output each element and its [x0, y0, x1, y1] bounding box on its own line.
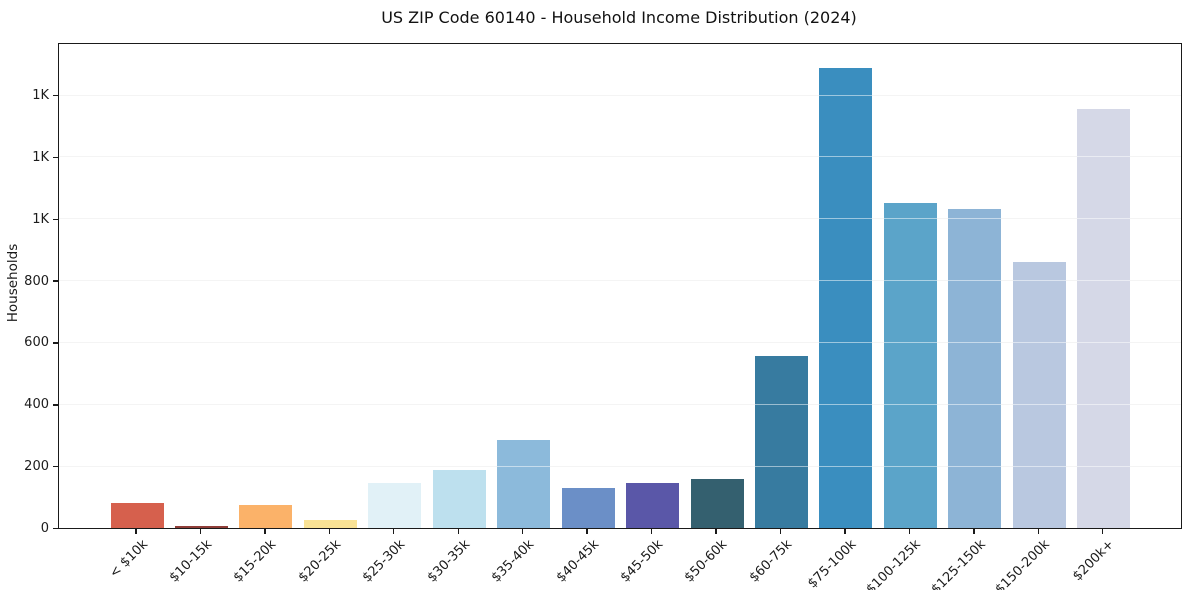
y-tick-mark — [53, 466, 58, 468]
plot-area — [58, 43, 1182, 529]
x-tick-label: $50-60k — [682, 537, 731, 586]
x-tick-mark — [328, 528, 331, 534]
bar — [948, 208, 1002, 528]
gridline — [59, 156, 1181, 158]
y-tick-label: 800 — [24, 273, 49, 289]
y-tick-mark — [53, 94, 58, 97]
x-tick-label: $100-125k — [863, 537, 925, 590]
bar — [690, 479, 744, 528]
bar — [368, 483, 422, 528]
x-tick-mark — [715, 528, 717, 534]
y-tick-label: 0 — [40, 521, 49, 536]
bar — [110, 502, 164, 528]
y-tick-mark — [53, 280, 58, 282]
x-tick-mark — [522, 528, 524, 534]
x-tick-mark — [779, 528, 782, 534]
x-tick-label: $30-35k — [424, 537, 473, 586]
x-tick-label: $10-15k — [166, 537, 216, 586]
gridline — [59, 465, 1181, 467]
y-tick-label: 400 — [24, 397, 49, 413]
gridline — [59, 403, 1181, 405]
y-tick-mark — [53, 404, 58, 406]
y-tick-mark — [53, 342, 58, 344]
bar — [1012, 262, 1066, 528]
chart-title: US ZIP Code 60140 - Household Income Dis… — [381, 8, 857, 27]
bar — [626, 483, 680, 528]
x-tick-mark — [264, 528, 266, 534]
y-tick-mark — [53, 218, 58, 221]
x-tick-mark — [973, 528, 975, 534]
gridline — [59, 341, 1181, 343]
x-tick-label: $35-40k — [488, 537, 538, 586]
y-tick-mark — [53, 527, 58, 530]
x-tick-label: $125-150k — [928, 537, 989, 590]
x-tick-mark — [457, 528, 459, 534]
bar — [819, 67, 873, 528]
y-tick-label: 200 — [24, 459, 49, 475]
x-tick-mark — [393, 528, 395, 534]
bar — [1077, 109, 1131, 528]
x-tick-label: < $10k — [106, 537, 151, 582]
x-tick-label: $60-75k — [746, 537, 796, 586]
bar — [755, 356, 808, 528]
bar — [561, 488, 615, 528]
x-tick-label: $25-30k — [359, 537, 409, 586]
gridline — [59, 94, 1181, 96]
x-tick-label: $150-200k — [992, 537, 1053, 590]
bar — [497, 440, 551, 528]
gridline — [59, 280, 1181, 282]
y-tick-label: 1K — [32, 149, 49, 165]
y-tick-label: 1K — [32, 88, 49, 104]
bar — [432, 469, 486, 528]
x-tick-label: $45-50k — [617, 537, 667, 586]
bar — [303, 520, 357, 528]
bar — [239, 505, 293, 528]
x-tick-mark — [908, 528, 911, 534]
gridline — [59, 218, 1181, 220]
bar — [174, 526, 228, 528]
x-tick-mark — [199, 528, 202, 534]
bars-layer — [59, 44, 1181, 528]
x-tick-mark — [135, 528, 137, 534]
x-tick-mark — [1037, 528, 1039, 534]
x-tick-label: $15-20k — [231, 537, 280, 586]
y-tick-label: 1K — [32, 211, 49, 227]
x-tick-label: $40-45k — [553, 537, 602, 586]
gridline-overlay-layer — [59, 44, 1181, 528]
x-tick-label: $75-100k — [805, 537, 860, 590]
x-tick-mark — [1102, 528, 1104, 534]
y-tick-mark — [53, 156, 58, 159]
x-tick-label: $200k+ — [1070, 537, 1118, 585]
x-tick-label: $20-25k — [295, 537, 344, 586]
bar — [883, 203, 937, 528]
x-tick-mark — [586, 528, 588, 534]
x-tick-mark — [844, 528, 846, 534]
y-tick-label: 600 — [24, 335, 49, 351]
x-tick-mark — [650, 528, 653, 534]
